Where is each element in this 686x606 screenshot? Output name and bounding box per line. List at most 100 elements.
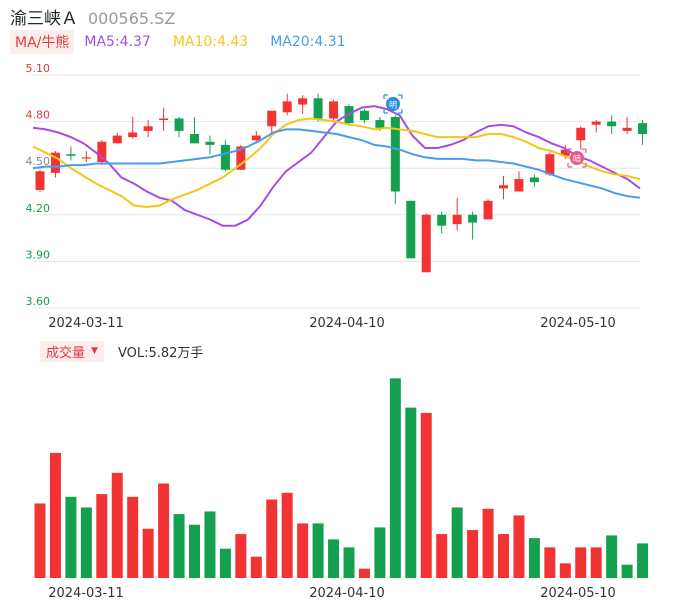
candlesticks bbox=[35, 93, 648, 273]
candle-body bbox=[190, 134, 199, 144]
dropdown-arrow-icon: ▼ bbox=[91, 346, 98, 356]
candle-body bbox=[545, 154, 555, 175]
stock-code: 000565.SZ bbox=[88, 9, 176, 28]
dark-marker-icon-bg bbox=[570, 151, 584, 165]
volume-bar bbox=[606, 535, 618, 578]
candle-body bbox=[607, 121, 617, 127]
candle-body bbox=[529, 177, 539, 183]
volume-bar bbox=[467, 530, 479, 578]
volume-bar bbox=[498, 534, 509, 578]
candle-body bbox=[143, 126, 153, 131]
volume-bar bbox=[204, 511, 216, 578]
candle-body bbox=[267, 110, 277, 127]
x-tick-label: 2024-04-10 bbox=[309, 316, 385, 331]
volume-bar bbox=[96, 494, 108, 578]
volume-bar bbox=[111, 472, 123, 578]
candle-body bbox=[375, 120, 385, 128]
volume-indicator-button[interactable]: 成交量 ▼ bbox=[40, 340, 104, 362]
candle-body bbox=[313, 98, 323, 119]
candle-body bbox=[638, 123, 648, 135]
price-axis: 5.10 4.80 4.50 4.20 3.90 3.60 bbox=[26, 62, 51, 308]
volume-indicator-label: 成交量 bbox=[46, 345, 86, 361]
volume-bar bbox=[389, 378, 401, 578]
volume-bar bbox=[358, 568, 370, 578]
candle-body bbox=[452, 214, 462, 225]
candle-body bbox=[128, 132, 138, 138]
candle-body bbox=[468, 214, 478, 223]
y-tick-label: 5.10 bbox=[26, 62, 51, 75]
volume-bar bbox=[590, 547, 602, 578]
volume-bar bbox=[281, 492, 293, 578]
candle-body bbox=[81, 157, 91, 159]
candle-body bbox=[251, 135, 261, 141]
volume-bar bbox=[621, 564, 633, 578]
candle-body bbox=[406, 200, 416, 259]
candle-body bbox=[66, 154, 76, 156]
dark-marker-icon: 暗 bbox=[567, 148, 587, 168]
candle-body bbox=[174, 118, 184, 131]
bright-marker-icon-bg bbox=[386, 97, 400, 111]
candle-body bbox=[112, 135, 122, 144]
volume-bar bbox=[343, 547, 355, 578]
volume-bars bbox=[34, 378, 649, 578]
candle-body bbox=[298, 98, 308, 105]
signal-markers: 明暗 bbox=[383, 94, 587, 168]
x-tick-label: 2024-04-10 bbox=[309, 586, 385, 601]
volume-bar bbox=[158, 483, 170, 578]
ma-legend: MA/牛熊 MA5:4.37 MA10:4.43 MA20:4.31 bbox=[10, 29, 346, 55]
volume-bar bbox=[49, 452, 61, 578]
candle-body bbox=[499, 185, 508, 189]
dark-marker-icon-text: 暗 bbox=[573, 154, 581, 164]
volume-bar bbox=[374, 527, 386, 578]
ma10-line bbox=[32, 117, 641, 209]
volume-value: VOL:5.82万手 bbox=[117, 345, 204, 361]
volume-legend: 成交量 ▼ VOL:5.82万手 bbox=[40, 340, 204, 362]
candle-body bbox=[205, 141, 215, 145]
candle-body bbox=[97, 141, 107, 162]
volume-bar bbox=[127, 496, 139, 578]
candle-body bbox=[437, 214, 447, 226]
candle-body bbox=[329, 101, 339, 119]
volume-bar bbox=[65, 496, 77, 578]
title-row: 渝三峡Ａ 000565.SZ bbox=[10, 4, 176, 29]
volume-bar bbox=[436, 534, 448, 578]
volume-bar bbox=[513, 515, 525, 578]
candle-body bbox=[622, 127, 632, 131]
volume-bar bbox=[34, 503, 46, 578]
candle-body bbox=[220, 144, 230, 170]
volume-bar bbox=[328, 539, 340, 578]
volume-bar bbox=[266, 499, 278, 578]
ma-type-button[interactable]: MA/牛熊 bbox=[10, 30, 75, 54]
volume-bar bbox=[235, 534, 247, 578]
volume-bar bbox=[637, 543, 649, 578]
volume-bar bbox=[420, 412, 432, 578]
volume-bar bbox=[559, 563, 571, 578]
y-tick-label: 3.90 bbox=[26, 248, 51, 261]
candle-body bbox=[359, 110, 369, 121]
bright-marker-icon: 明 bbox=[383, 94, 403, 114]
candle-body bbox=[576, 127, 586, 141]
volume-bar bbox=[173, 514, 185, 578]
candle-body bbox=[50, 152, 60, 173]
candle-body bbox=[159, 118, 169, 121]
candle-body bbox=[483, 200, 493, 220]
volume-bar bbox=[544, 547, 556, 578]
y-tick-label: 4.50 bbox=[26, 155, 51, 168]
volume-bar bbox=[189, 524, 200, 578]
bright-marker-icon-text: 明 bbox=[389, 101, 397, 110]
candle-body bbox=[282, 101, 292, 113]
moving-average-lines bbox=[32, 105, 641, 227]
date-axis: 2024-03-11 2024-04-10 2024-05-10 2024-03-11… bbox=[48, 316, 616, 601]
x-tick-label: 2024-03-11 bbox=[48, 586, 124, 601]
volume-bar bbox=[405, 407, 417, 578]
volume-bar bbox=[451, 507, 463, 578]
candle-body bbox=[390, 116, 400, 192]
volume-bar bbox=[142, 528, 154, 578]
price-grid bbox=[33, 74, 640, 309]
volume-bar bbox=[80, 507, 92, 578]
volume-bar bbox=[482, 508, 494, 578]
volume-bar bbox=[312, 523, 324, 578]
candle-body bbox=[35, 171, 45, 190]
ma20-line bbox=[32, 128, 641, 199]
